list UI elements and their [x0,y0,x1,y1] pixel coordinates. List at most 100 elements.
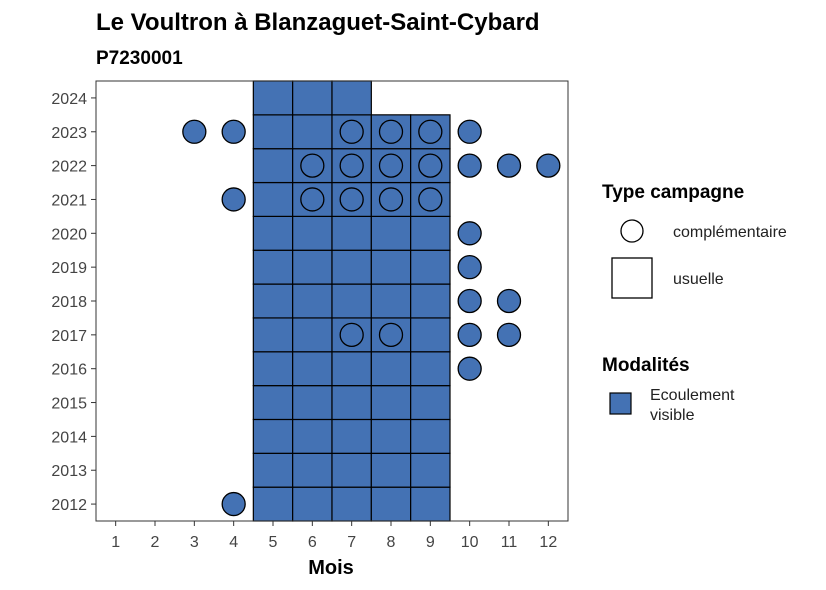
x-tick-label: 11 [501,534,518,551]
y-tick-label: 2014 [51,429,87,446]
complementaire-point [457,356,482,381]
legend-circle-key [620,219,644,243]
usuelle-tile [370,249,412,285]
complementaire-point [496,153,522,178]
x-tick-label: 9 [426,534,435,551]
complementaire-point [300,153,325,178]
complementaire-point [221,491,246,517]
x-tick-label: 3 [190,534,199,551]
usuelle-tile [410,385,451,421]
complementaire-point [300,187,325,212]
usuelle-tile [252,114,294,150]
y-axis: 2012 2013 2014 2015 2016 2017 2018 2019 2020 2021… [51,91,96,514]
x-axis-label: Mois [308,557,354,579]
complementaire-point [339,119,364,144]
complementaire-point [457,221,482,246]
usuelle-tile [252,283,294,319]
usuelle-tile [252,181,294,217]
y-tick-label: 2017 [51,328,87,345]
legend-square-key [611,257,653,299]
usuelle-tile [331,351,372,387]
usuelle-tile [370,486,412,522]
usuelle-tile [331,452,372,488]
x-tick-label: 4 [229,534,238,551]
usuelle-tile [370,418,412,454]
x-tick-label: 10 [461,534,479,551]
complementaire-point [221,119,246,144]
usuelle-tile [370,351,412,387]
legend-modalites-title: Modalités [602,355,690,376]
complementaire-point [378,153,404,178]
complementaire-point [457,119,482,144]
x-tick-label: 2 [151,534,160,551]
usuelle-tile [252,486,294,522]
complementaire-point [496,322,522,347]
usuelle-tile [370,283,412,319]
usuelle-tile [292,249,333,285]
complementaire-points [182,119,561,517]
usuelle-tile [292,215,333,251]
usuelle-tile [331,215,372,251]
y-tick-label: 2023 [51,125,87,142]
usuelle-tile [252,215,294,251]
usuelle-tile [252,80,294,116]
complementaire-point [339,153,364,178]
usuelle-tile [331,385,372,421]
x-tick-label: 12 [539,534,557,551]
usuelle-tile [252,351,294,387]
x-axis: 1 2 3 4 5 6 7 8 9 10 11 12 [111,521,557,551]
chart-title: Le Voultron à Blanzaguet-Saint-Cybard [96,9,540,36]
usuelle-tile [331,283,372,319]
usuelle-tile [292,317,333,353]
usuelle-tile [370,385,412,421]
usuelle-tile [252,317,294,353]
usuelle-tile [292,486,333,522]
legend-usuelle-label: usuelle [673,271,724,288]
complementaire-point [378,187,404,212]
y-tick-label: 2020 [51,226,87,243]
complementaire-point [339,187,364,212]
complementaire-point [182,119,207,144]
complementaire-point [496,288,522,314]
complementaire-point [457,153,482,178]
legend-type-campagne: Type campagne complémentaire usuelle [602,182,787,299]
y-tick-label: 2019 [51,260,87,277]
legend-modalites-label-line2: visible [650,407,695,424]
usuelle-tile [292,114,333,150]
usuelle-tile [331,80,372,116]
usuelle-tile [252,385,294,421]
usuelle-tile [292,418,333,454]
y-tick-label: 2012 [51,497,87,514]
legend-modalites: Modalités Ecoulement visible [602,355,735,424]
usuelle-tile [252,249,294,285]
usuelle-tile [331,249,372,285]
x-tick-label: 6 [308,534,317,551]
usuelle-tile [292,283,333,319]
y-tick-label: 2022 [51,159,87,176]
legend-modalites-label-line1: Ecoulement [650,387,735,404]
chart-subtitle: P7230001 [96,48,183,69]
complementaire-point [457,255,482,280]
usuelle-tile [410,418,451,454]
usuelle-tile [292,351,333,387]
complementaire-point [378,322,404,347]
usuelle-tile [292,80,333,116]
usuelle-tile [292,385,333,421]
complementaire-point [536,153,561,178]
usuelle-tile [252,418,294,454]
x-tick-label: 1 [111,534,120,551]
x-tick-label: 8 [387,534,396,551]
y-tick-label: 2013 [51,463,87,480]
complementaire-point [339,322,364,347]
complementaire-point [457,288,482,314]
legend-type-title: Type campagne [602,182,744,203]
x-tick-label: 5 [269,534,278,551]
y-tick-label: 2021 [51,192,87,209]
usuelle-tiles [252,80,451,522]
usuelle-tile [410,215,451,251]
usuelle-tile [370,452,412,488]
usuelle-tile [370,215,412,251]
y-tick-label: 2015 [51,396,87,413]
usuelle-tile [292,452,333,488]
